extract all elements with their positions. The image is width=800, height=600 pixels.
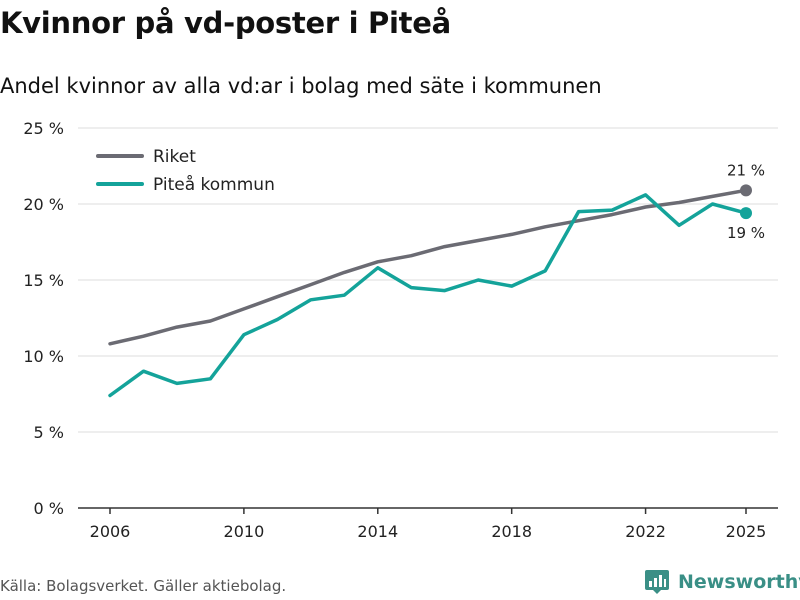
legend-label-riket: Riket [153,147,196,167]
y-tick-label: 0 % [34,499,64,518]
series-line-riket [108,188,748,346]
x-tick-label: 2014 [357,522,398,541]
chart-title: Kvinnor på vd-poster i Piteå [0,6,451,40]
end-point-pitea [740,207,752,220]
x-tick-label: 2022 [625,522,666,541]
bar-chart-logo-icon [645,570,669,594]
x-tick-label: 2025 [726,522,767,541]
y-tick-label: 10 % [23,347,64,366]
x-tick-label: 2010 [224,522,265,541]
x-tick-label: 2006 [90,522,131,541]
end-point-riket [740,184,752,197]
y-tick-label: 20 % [23,195,64,214]
brand-logo: Newsworthy [644,569,800,595]
series-line-pitea [108,193,748,398]
x-tick-label: 2018 [491,522,532,541]
y-tick-label: 15 % [23,271,64,290]
brand-name: Newsworthy [678,571,800,593]
legend-label-pitea: Piteå kommun [153,174,275,195]
y-tick-label: 25 % [23,119,64,138]
end-label-riket: 21 % [727,161,765,179]
end-label-pitea: 19 % [727,224,765,242]
source-note: Källa: Bolagsverket. Gäller aktiebolag. [0,577,287,595]
y-tick-label: 5 % [34,423,64,442]
chart-subtitle: Andel kvinnor av alla vd:ar i bolag med … [0,74,602,98]
